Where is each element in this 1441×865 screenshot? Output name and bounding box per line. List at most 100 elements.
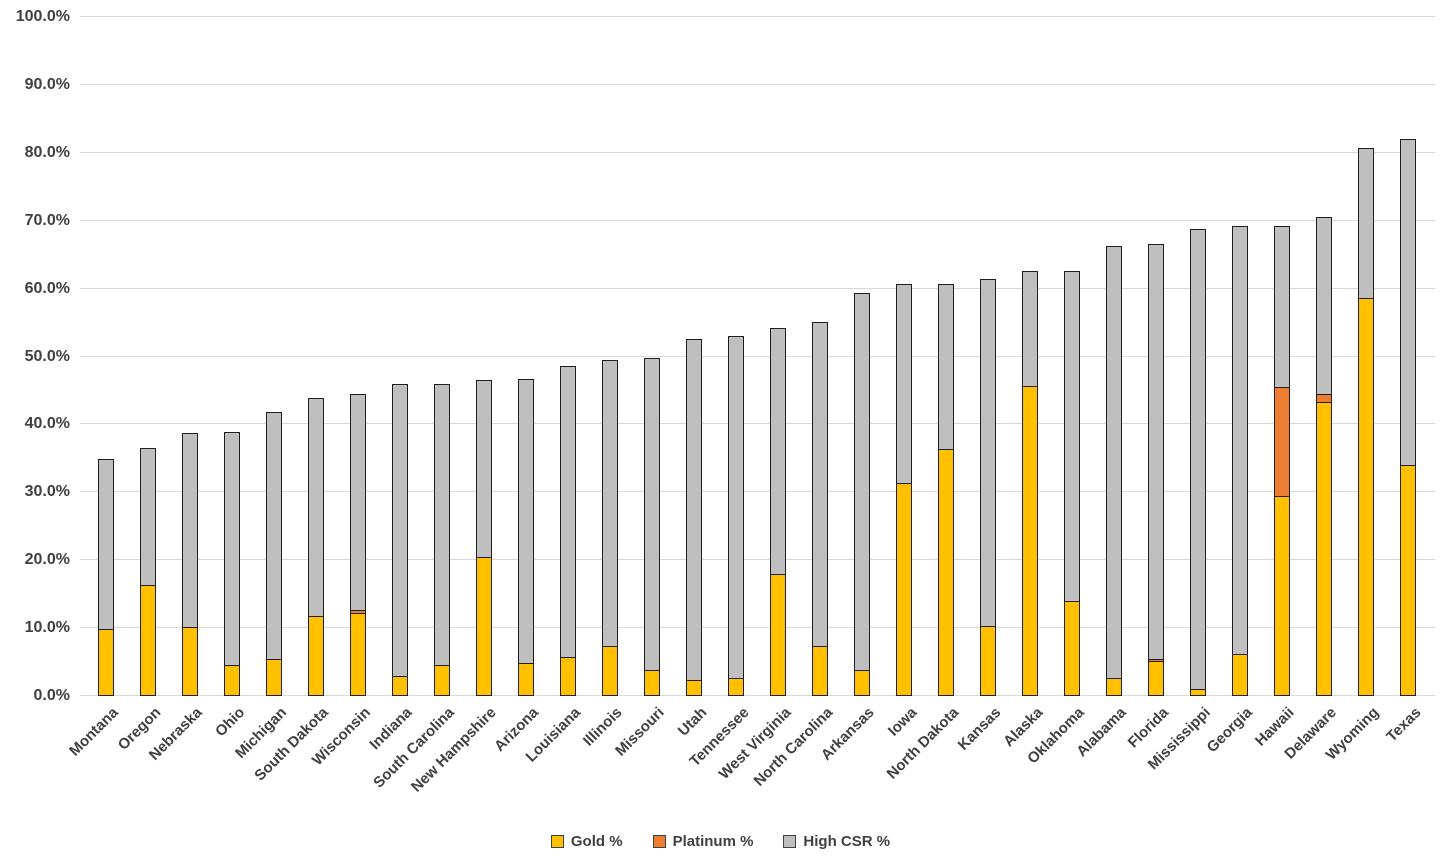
- bar-west-virginia[interactable]: [770, 328, 786, 696]
- bar-michigan[interactable]: [266, 411, 282, 696]
- bar-segment-gold--texas[interactable]: [1400, 465, 1416, 696]
- bar-kansas[interactable]: [980, 278, 996, 696]
- bar-segment-gold--florida[interactable]: [1148, 661, 1164, 696]
- bar-segment-high-csr--wisconsin[interactable]: [350, 393, 366, 612]
- bar-segment-high-csr--kansas[interactable]: [980, 278, 996, 628]
- bar-segment-high-csr--illinois[interactable]: [602, 360, 618, 647]
- bar-oregon[interactable]: [140, 447, 156, 696]
- bar-segment-high-csr--alaska[interactable]: [1022, 271, 1038, 387]
- bar-segment-gold--georgia[interactable]: [1232, 653, 1248, 696]
- bar-segment-high-csr--wyoming[interactable]: [1358, 148, 1374, 300]
- bar-segment-high-csr--north-carolina[interactable]: [812, 322, 828, 648]
- bar-segment-high-csr--mississippi[interactable]: [1190, 229, 1206, 690]
- bar-ohio[interactable]: [224, 431, 240, 696]
- bar-segment-high-csr--new-hampshire[interactable]: [476, 379, 492, 558]
- bar-segment-gold--iowa[interactable]: [896, 482, 912, 696]
- bar-segment-high-csr--hawaii[interactable]: [1274, 226, 1290, 389]
- bar-indiana[interactable]: [392, 384, 408, 696]
- bar-segment-gold--south-carolina[interactable]: [434, 665, 450, 696]
- bar-georgia[interactable]: [1232, 226, 1248, 696]
- bar-segment-gold--indiana[interactable]: [392, 676, 408, 696]
- bar-segment-gold--arkansas[interactable]: [854, 670, 870, 696]
- bar-segment-gold--utah[interactable]: [686, 680, 702, 696]
- bar-segment-gold--hawaii[interactable]: [1274, 495, 1290, 696]
- bar-missouri[interactable]: [644, 357, 660, 696]
- bar-segment-gold--north-carolina[interactable]: [812, 646, 828, 696]
- bar-segment-high-csr--georgia[interactable]: [1232, 226, 1248, 655]
- bar-texas[interactable]: [1400, 138, 1416, 696]
- bar-south-dakota[interactable]: [308, 397, 324, 696]
- bar-north-carolina[interactable]: [812, 322, 828, 696]
- bar-segment-high-csr--oklahoma[interactable]: [1064, 271, 1080, 602]
- legend-item-platinum-[interactable]: Platinum %: [652, 833, 753, 850]
- bar-arizona[interactable]: [518, 379, 534, 696]
- bar-segment-gold--alabama[interactable]: [1106, 678, 1122, 696]
- bar-segment-gold--south-dakota[interactable]: [308, 615, 324, 696]
- bar-segment-high-csr--iowa[interactable]: [896, 284, 912, 484]
- bar-tennessee[interactable]: [728, 336, 744, 696]
- bar-wisconsin[interactable]: [350, 393, 366, 696]
- bar-segment-gold--arizona[interactable]: [518, 662, 534, 696]
- bar-segment-high-csr--arkansas[interactable]: [854, 293, 870, 672]
- bar-delaware[interactable]: [1316, 216, 1332, 696]
- bar-segment-gold--louisiana[interactable]: [560, 657, 576, 696]
- bar-south-carolina[interactable]: [434, 384, 450, 696]
- bar-segment-high-csr--missouri[interactable]: [644, 357, 660, 671]
- legend-item-high-csr-[interactable]: High CSR %: [783, 833, 890, 850]
- bar-segment-gold--north-dakota[interactable]: [938, 448, 954, 696]
- bar-segment-high-csr--tennessee[interactable]: [728, 336, 744, 680]
- bar-segment-gold--tennessee[interactable]: [728, 678, 744, 696]
- bar-segment-platinum--hawaii[interactable]: [1274, 387, 1290, 497]
- bar-segment-gold--kansas[interactable]: [980, 626, 996, 696]
- bar-segment-high-csr--michigan[interactable]: [266, 411, 282, 661]
- bar-segment-high-csr--nebraska[interactable]: [182, 432, 198, 628]
- bar-wyoming[interactable]: [1358, 148, 1374, 696]
- bar-segment-high-csr--utah[interactable]: [686, 339, 702, 682]
- bar-segment-gold--michigan[interactable]: [266, 659, 282, 696]
- bar-mississippi[interactable]: [1190, 229, 1206, 696]
- bar-segment-high-csr--west-virginia[interactable]: [770, 328, 786, 575]
- bar-arkansas[interactable]: [854, 293, 870, 696]
- bar-segment-gold--nebraska[interactable]: [182, 626, 198, 696]
- bar-hawaii[interactable]: [1274, 226, 1290, 696]
- bar-segment-high-csr--south-carolina[interactable]: [434, 384, 450, 667]
- bar-segment-gold--illinois[interactable]: [602, 645, 618, 696]
- bar-segment-gold--oklahoma[interactable]: [1064, 600, 1080, 696]
- bar-segment-high-csr--arizona[interactable]: [518, 379, 534, 664]
- bar-north-dakota[interactable]: [938, 284, 954, 696]
- bar-illinois[interactable]: [602, 360, 618, 696]
- bar-segment-gold--new-hampshire[interactable]: [476, 556, 492, 696]
- bar-iowa[interactable]: [896, 284, 912, 696]
- bar-segment-high-csr--ohio[interactable]: [224, 431, 240, 666]
- bar-segment-high-csr--florida[interactable]: [1148, 243, 1164, 660]
- legend-item-gold-[interactable]: Gold %: [550, 833, 623, 850]
- bar-louisiana[interactable]: [560, 365, 576, 696]
- bar-segment-high-csr--texas[interactable]: [1400, 138, 1416, 467]
- bar-segment-gold--oregon[interactable]: [140, 584, 156, 696]
- bar-segment-high-csr--indiana[interactable]: [392, 384, 408, 678]
- bar-segment-gold--mississippi[interactable]: [1190, 688, 1206, 696]
- bar-segment-gold--ohio[interactable]: [224, 664, 240, 696]
- bar-nebraska[interactable]: [182, 432, 198, 696]
- bar-utah[interactable]: [686, 339, 702, 696]
- bar-segment-high-csr--north-dakota[interactable]: [938, 284, 954, 450]
- bar-segment-gold--delaware[interactable]: [1316, 402, 1332, 696]
- bar-segment-high-csr--south-dakota[interactable]: [308, 397, 324, 617]
- bar-segment-high-csr--alabama[interactable]: [1106, 246, 1122, 680]
- bar-florida[interactable]: [1148, 243, 1164, 696]
- bar-segment-high-csr--delaware[interactable]: [1316, 216, 1332, 396]
- bar-segment-gold--alaska[interactable]: [1022, 385, 1038, 696]
- bar-new-hampshire[interactable]: [476, 379, 492, 696]
- bar-segment-high-csr--montana[interactable]: [98, 458, 114, 631]
- bar-segment-gold--missouri[interactable]: [644, 669, 660, 696]
- bar-alaska[interactable]: [1022, 271, 1038, 696]
- bar-oklahoma[interactable]: [1064, 271, 1080, 696]
- bar-segment-gold--montana[interactable]: [98, 629, 114, 696]
- bar-segment-gold--west-virginia[interactable]: [770, 573, 786, 696]
- bar-montana[interactable]: [98, 458, 114, 696]
- bar-segment-high-csr--louisiana[interactable]: [560, 365, 576, 659]
- bar-alabama[interactable]: [1106, 246, 1122, 696]
- bar-segment-gold--wisconsin[interactable]: [350, 613, 366, 696]
- bar-segment-high-csr--oregon[interactable]: [140, 447, 156, 586]
- bar-segment-gold--wyoming[interactable]: [1358, 298, 1374, 696]
